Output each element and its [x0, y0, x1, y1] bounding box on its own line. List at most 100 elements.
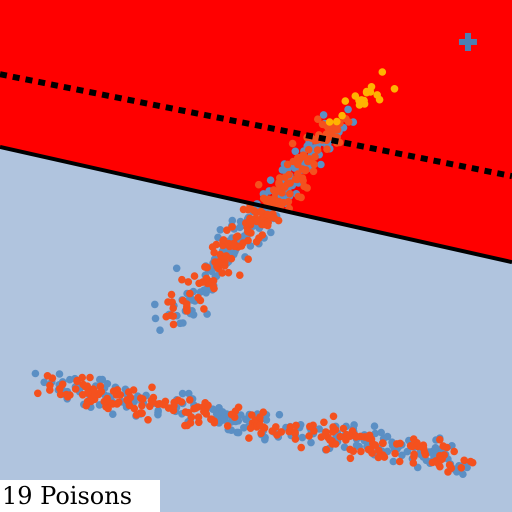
data-point-orange — [285, 427, 293, 436]
dotted-boundary-line — [0, 71, 512, 180]
data-point-orange — [210, 418, 219, 427]
data-point-orange — [186, 419, 195, 427]
data-point-orange — [349, 447, 358, 456]
target-marker — [458, 32, 477, 51]
data-point-gold — [341, 97, 350, 105]
data-point-gold — [373, 91, 382, 99]
data-point-orange — [257, 207, 265, 216]
data-point-orange — [222, 252, 231, 260]
data-point-orange — [409, 459, 418, 467]
data-point-orange — [168, 298, 176, 307]
data-point-gold — [390, 85, 399, 93]
data-point-orange — [230, 242, 239, 251]
data-point-orange — [201, 263, 209, 271]
data-point-orange — [257, 429, 265, 438]
data-point-orange — [129, 386, 138, 394]
data-point-orange — [369, 440, 377, 448]
data-point-orange — [450, 447, 459, 456]
data-point-blue — [218, 408, 227, 416]
data-point-orange — [79, 380, 87, 389]
data-point-orange — [177, 398, 186, 406]
data-point-orange — [258, 231, 267, 239]
data-point-orange — [149, 398, 157, 406]
data-point-orange — [200, 407, 208, 416]
data-point-orange — [328, 131, 336, 139]
plus-icon-vertical — [464, 32, 471, 51]
data-point-blue — [154, 410, 162, 419]
data-point-orange — [275, 180, 283, 188]
data-point-orange — [301, 166, 310, 175]
data-point-orange — [436, 435, 444, 444]
data-point-orange — [248, 411, 256, 419]
data-point-orange — [252, 217, 261, 226]
data-point-orange — [317, 433, 326, 441]
data-point-orange — [224, 239, 233, 248]
data-point-orange — [56, 385, 64, 393]
data-point-orange — [183, 300, 191, 308]
data-point-blue — [55, 370, 64, 378]
data-point-orange — [271, 188, 280, 197]
data-point-orange — [443, 443, 451, 452]
data-point-orange — [322, 445, 331, 454]
data-point-orange — [309, 167, 318, 176]
data-point-orange — [227, 410, 236, 419]
data-point-orange — [457, 464, 466, 472]
data-point-orange — [320, 418, 328, 427]
data-point-blue — [156, 326, 164, 335]
data-point-orange — [186, 289, 194, 298]
data-point-blue — [151, 314, 160, 323]
data-point-orange — [86, 373, 94, 382]
data-point-orange — [306, 422, 314, 431]
data-point-orange — [332, 126, 341, 134]
data-point-orange — [126, 393, 135, 402]
data-point-blue — [352, 441, 361, 450]
data-point-orange — [115, 398, 123, 407]
data-point-orange — [204, 401, 212, 410]
data-point-blue — [31, 369, 40, 378]
data-point-blue — [459, 470, 467, 479]
data-point-orange — [246, 424, 255, 433]
data-point-blue — [179, 319, 187, 327]
data-point-orange — [352, 433, 360, 441]
data-point-orange — [194, 413, 203, 422]
data-point-orange — [288, 139, 297, 148]
boundary-lines — [0, 71, 512, 265]
data-point-orange — [234, 403, 243, 412]
data-point-blue — [185, 389, 193, 398]
data-point-orange — [346, 454, 355, 463]
data-point-orange — [116, 391, 125, 399]
data-point-orange — [286, 190, 294, 198]
data-point-orange — [277, 428, 286, 436]
poison-count-label: 19 Poisons — [0, 480, 160, 512]
data-point-orange — [102, 397, 111, 406]
data-point-blue — [319, 111, 328, 119]
data-point-orange — [186, 396, 194, 404]
data-point-blue — [350, 421, 358, 429]
data-point-orange — [304, 145, 313, 154]
data-point-orange — [246, 218, 254, 227]
data-point-orange — [215, 259, 223, 267]
data-point-orange — [313, 146, 322, 154]
data-point-orange — [244, 255, 252, 263]
data-point-orange — [104, 404, 112, 413]
data-points — [31, 68, 477, 479]
data-point-orange — [444, 468, 452, 476]
data-point-orange — [83, 397, 92, 406]
data-point-orange — [263, 221, 272, 230]
data-point-blue — [109, 410, 117, 419]
data-point-orange — [162, 312, 170, 321]
data-point-orange — [97, 387, 106, 396]
data-point-orange — [395, 457, 404, 466]
data-point-orange — [294, 170, 302, 178]
data-point-orange — [219, 241, 227, 250]
data-point-orange — [48, 374, 57, 383]
data-point-blue — [236, 223, 244, 232]
data-point-orange — [326, 436, 334, 444]
data-point-blue — [275, 410, 284, 419]
data-point-blue — [377, 428, 386, 437]
solid-boundary-line — [0, 144, 512, 265]
data-point-orange — [314, 115, 322, 123]
data-point-orange — [344, 118, 353, 126]
